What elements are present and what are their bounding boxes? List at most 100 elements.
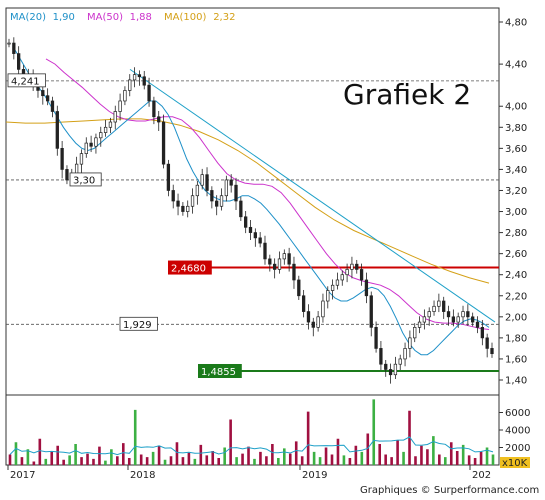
volume-bar bbox=[372, 399, 376, 465]
candle-body bbox=[248, 226, 253, 233]
legend: MA(20) 1,90 MA(50) 1,88 MA(100) 2,32 bbox=[10, 12, 235, 23]
candle-body bbox=[108, 121, 113, 128]
candle-body bbox=[350, 263, 354, 270]
volume-bar bbox=[461, 444, 465, 465]
volume-bar bbox=[491, 454, 495, 465]
candle-body bbox=[388, 369, 393, 376]
volume-bar bbox=[92, 458, 95, 465]
volume-bar bbox=[104, 460, 107, 465]
volume-bar bbox=[271, 444, 274, 465]
volume-unit-label: x10K bbox=[502, 458, 528, 469]
candle-body bbox=[485, 337, 489, 349]
candle-body bbox=[79, 153, 84, 165]
volume-bar bbox=[26, 449, 30, 465]
candle-body bbox=[432, 305, 436, 312]
volume-average-line bbox=[9, 436, 494, 456]
candle-body bbox=[147, 84, 151, 102]
volume-bar bbox=[68, 455, 71, 465]
candle-body bbox=[374, 327, 378, 349]
volume-bar bbox=[121, 443, 125, 465]
volume-bar bbox=[211, 451, 215, 465]
volume-panel bbox=[5, 394, 500, 466]
volume-bar bbox=[342, 455, 346, 465]
candle-body bbox=[99, 132, 103, 139]
volume-bar bbox=[384, 454, 387, 465]
x-tick-label: 2019 bbox=[302, 470, 327, 481]
volume-bar bbox=[8, 454, 12, 465]
candle-body bbox=[239, 200, 243, 218]
price-level-tag bbox=[198, 363, 242, 378]
legend-value: 1,88 bbox=[130, 12, 152, 23]
candle-body bbox=[403, 348, 407, 360]
volume-bar bbox=[20, 457, 24, 465]
volume-bar bbox=[80, 457, 83, 465]
candle-body bbox=[118, 100, 122, 112]
y-tick-label: 2,00 bbox=[505, 312, 527, 323]
candle-body bbox=[41, 90, 45, 97]
candle-body bbox=[234, 184, 238, 202]
candle-body bbox=[417, 321, 422, 328]
candle-body bbox=[456, 316, 460, 323]
volume-bar bbox=[396, 440, 399, 465]
y-tick-label: 3,00 bbox=[505, 207, 527, 218]
candle-body bbox=[55, 111, 59, 149]
candle-body bbox=[301, 295, 306, 312]
volume-bar bbox=[74, 444, 77, 465]
volume-bar bbox=[38, 438, 42, 465]
volume-tick-label: 4000 bbox=[505, 426, 530, 437]
y-tick-label: 3,40 bbox=[505, 165, 527, 176]
candle-body bbox=[427, 311, 431, 318]
volume-bar bbox=[175, 442, 179, 465]
volume-bar bbox=[306, 411, 310, 465]
volume-bar bbox=[348, 458, 352, 465]
candle-body bbox=[461, 311, 465, 318]
candle-body bbox=[446, 311, 451, 318]
volume-bar bbox=[229, 419, 232, 465]
candle-body bbox=[335, 279, 340, 286]
price-level-tag-label: 1,4855 bbox=[201, 367, 236, 378]
candle-body bbox=[490, 348, 494, 355]
y-tick-label: 2,80 bbox=[505, 228, 527, 239]
y-tick-label: 2,40 bbox=[505, 270, 527, 281]
volume-bar bbox=[205, 455, 209, 465]
volume-axis: 2000 4000 6000 x10K bbox=[499, 408, 530, 469]
candle-body bbox=[142, 76, 146, 86]
legend-item: MA(100) bbox=[164, 12, 206, 23]
candle-body bbox=[7, 42, 11, 45]
volume-bar bbox=[360, 451, 364, 465]
price-level-labels: 4,241 3,30 2,4680 1,929 1,4855 bbox=[7, 73, 242, 378]
candle-body bbox=[451, 316, 456, 323]
candle-body bbox=[292, 263, 296, 281]
volume-bar bbox=[432, 436, 435, 465]
price-level-tag bbox=[7, 73, 46, 88]
candle-body bbox=[152, 100, 156, 118]
volume-bar bbox=[485, 447, 489, 465]
volume-bar bbox=[157, 445, 161, 465]
candle-body bbox=[186, 205, 190, 212]
volume-bar bbox=[163, 459, 167, 465]
volume-bar bbox=[300, 456, 304, 465]
candle-body bbox=[229, 179, 233, 186]
volume-bar bbox=[438, 454, 441, 465]
volume-bar bbox=[56, 445, 60, 465]
credit-text: Graphiques © Surperformance.com bbox=[360, 485, 539, 496]
volume-bar bbox=[145, 457, 149, 465]
volume-bar bbox=[259, 451, 262, 465]
candle-body bbox=[258, 237, 262, 244]
candle-body bbox=[94, 137, 98, 147]
volume-bar bbox=[312, 451, 316, 465]
chart-title: Grafiek 2 bbox=[343, 78, 471, 111]
volume-bar bbox=[479, 451, 483, 465]
candle-body bbox=[287, 253, 291, 265]
volume-unit-badge bbox=[500, 457, 530, 468]
price-level-tag bbox=[69, 172, 102, 187]
legend-value: 1,90 bbox=[53, 12, 75, 23]
volume-bar bbox=[420, 445, 423, 465]
candle-body bbox=[50, 100, 55, 112]
price-level-tag-label: 2,4680 bbox=[171, 264, 206, 275]
candle-body bbox=[340, 274, 344, 281]
volume-bar bbox=[235, 457, 238, 465]
volume-bar bbox=[402, 451, 405, 465]
volume-bar bbox=[133, 409, 137, 465]
